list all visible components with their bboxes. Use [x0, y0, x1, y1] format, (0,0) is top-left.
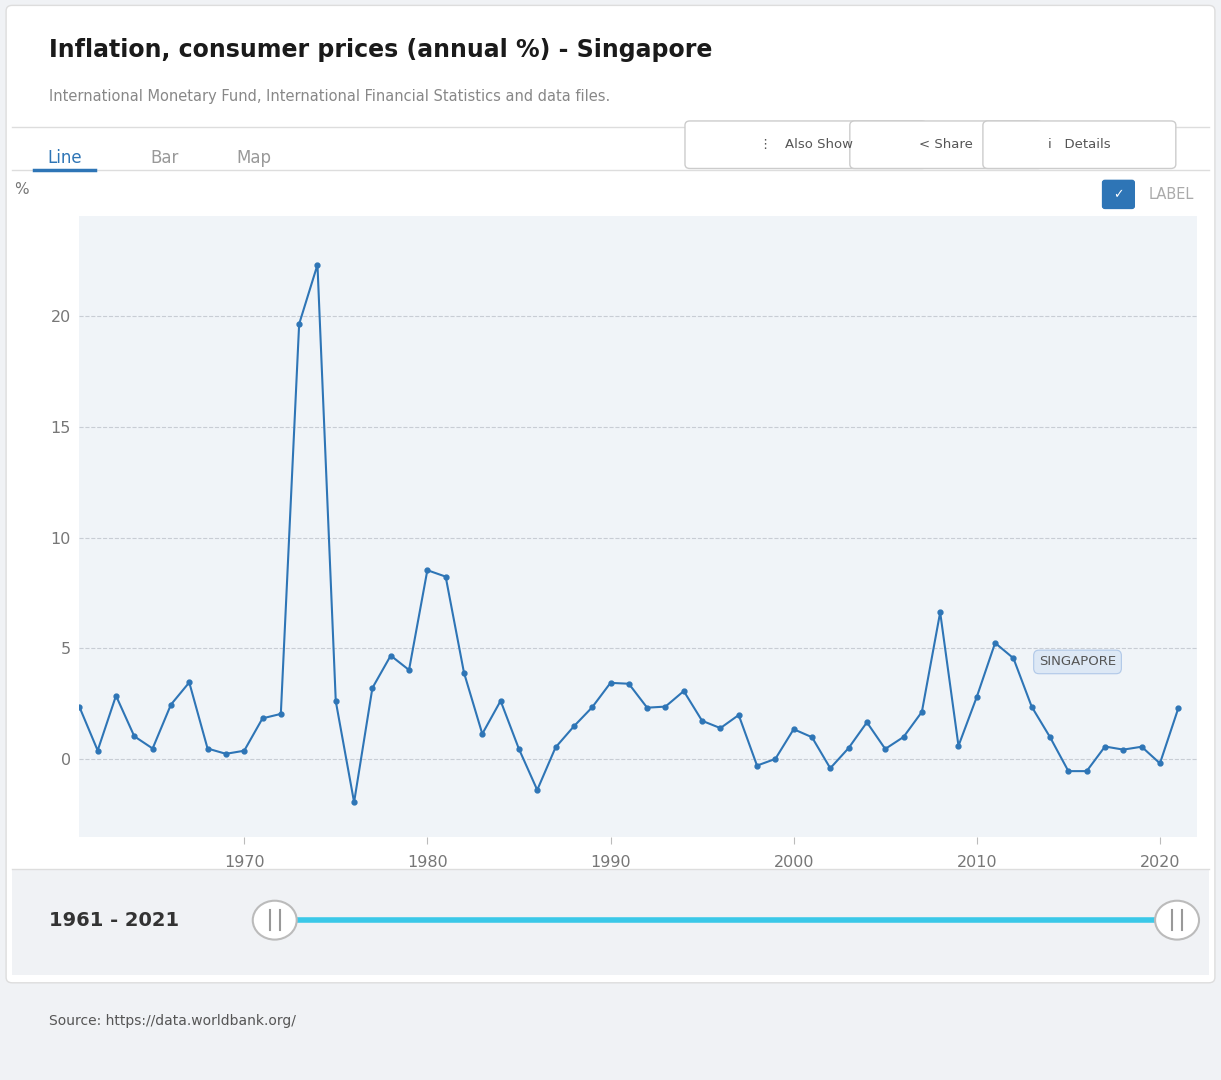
- Text: < Share: < Share: [919, 138, 973, 151]
- Text: 1961 - 2021: 1961 - 2021: [49, 910, 179, 930]
- Text: SINGAPORE: SINGAPORE: [1039, 656, 1116, 669]
- Text: Map: Map: [237, 149, 271, 167]
- Text: Inflation, consumer prices (annual %) - Singapore: Inflation, consumer prices (annual %) - …: [49, 38, 712, 62]
- Text: Source: https://data.worldbank.org/: Source: https://data.worldbank.org/: [49, 1014, 295, 1027]
- Text: i   Details: i Details: [1048, 138, 1111, 151]
- Text: LABEL: LABEL: [1149, 187, 1194, 202]
- Text: ⋮   Also Show: ⋮ Also Show: [759, 138, 852, 151]
- Text: International Monetary Fund, International Financial Statistics and data files.: International Monetary Fund, Internation…: [49, 89, 610, 104]
- Text: Bar: Bar: [150, 149, 179, 167]
- Text: Line: Line: [48, 149, 82, 167]
- Text: ✓: ✓: [1114, 188, 1123, 201]
- Text: %: %: [15, 183, 29, 198]
